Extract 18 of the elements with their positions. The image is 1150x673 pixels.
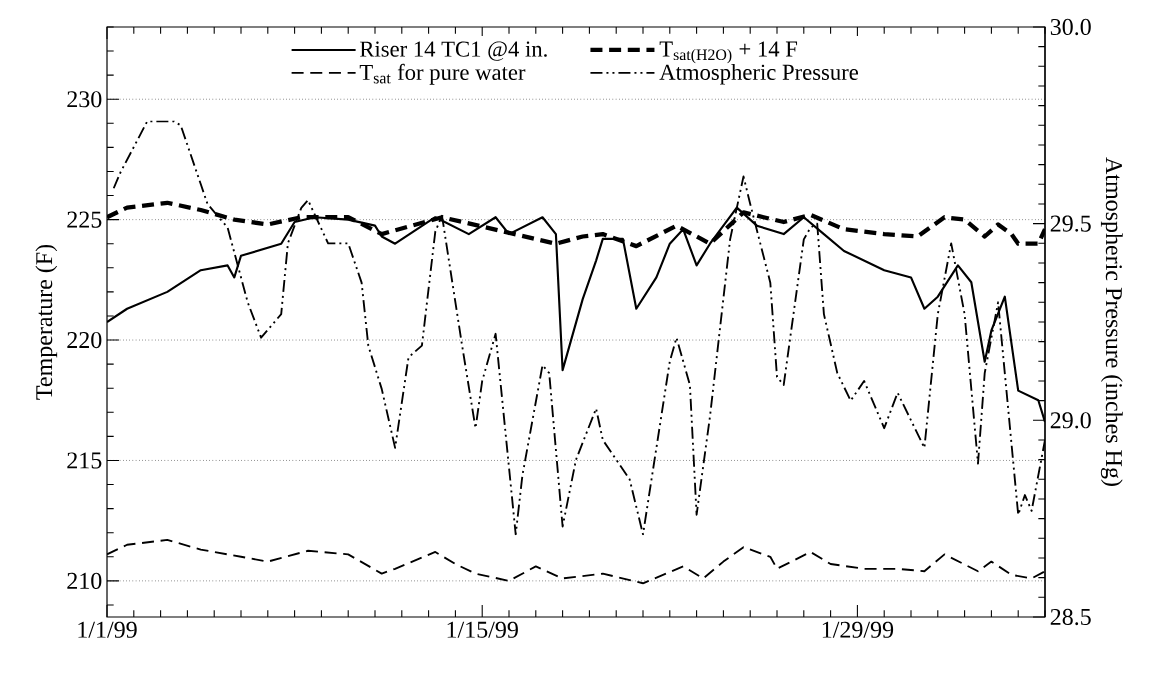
- legend-label: Riser 14 TC1 @4 in.: [359, 41, 547, 61]
- y-tick-label: 225: [67, 211, 102, 228]
- x-tick-label: 1/1/99: [78, 621, 137, 638]
- legend-label: Atmospheric Pressure: [659, 63, 859, 85]
- y-tick-label: 220: [67, 331, 102, 349]
- x-tick-label: 1/29/99: [822, 621, 894, 638]
- legend-label: T$_{sat(H2O)}$ + 14 F: [659, 41, 798, 64]
- legend-label: T$_{sat}$ for pure water: [359, 63, 526, 85]
- y2-tick-label: 30.0: [1050, 18, 1091, 36]
- y2-axis-title: Atmospheric Pressure (inches Hg): [1100, 157, 1123, 486]
- y2-tick-label: 28.5: [1050, 608, 1091, 626]
- y2-tick-label: 29.0: [1050, 412, 1091, 429]
- y-tick-label: 215: [67, 452, 102, 469]
- y-tick-label: 210: [67, 572, 102, 589]
- y-tick-label: 230: [67, 91, 102, 108]
- y2-tick-label: 29.5: [1050, 215, 1091, 232]
- y-axis-title: Temperature (F): [35, 244, 58, 400]
- x-tick-label: 1/15/99: [447, 621, 518, 638]
